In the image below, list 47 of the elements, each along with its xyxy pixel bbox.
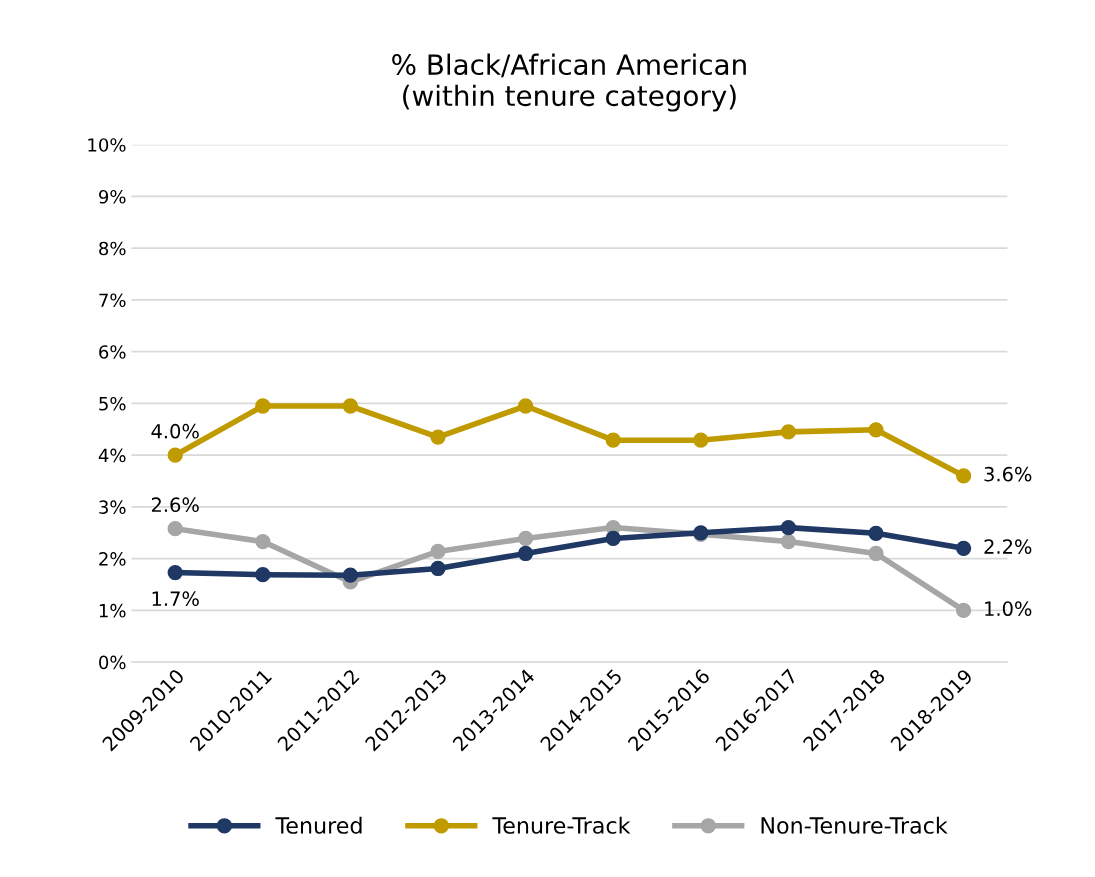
y-tick-label: 4% — [98, 448, 126, 463]
y-tick-label: 10% — [88, 138, 126, 152]
point — [255, 567, 271, 583]
point — [605, 530, 621, 547]
y-tick-label: 9% — [99, 189, 126, 204]
y-tick-label: 5% — [99, 396, 126, 411]
y-tick-label: 1% — [99, 603, 126, 618]
point — [167, 564, 183, 581]
point — [430, 543, 446, 560]
point — [167, 447, 183, 463]
point — [255, 398, 271, 414]
y-tick-label: 2% — [99, 552, 126, 566]
point — [780, 424, 797, 440]
legend-label: Non-Tenure-Track — [761, 816, 948, 834]
point — [780, 519, 797, 536]
point — [430, 560, 446, 577]
point — [167, 520, 183, 537]
legend-label: Tenured — [275, 816, 362, 834]
y-tick-label: 0% — [99, 655, 126, 670]
point — [342, 398, 359, 414]
point — [342, 567, 359, 583]
point — [955, 468, 972, 484]
point — [693, 432, 709, 448]
data-label: 1.0% — [985, 601, 1032, 617]
data-label: 2.6% — [151, 497, 199, 513]
data-label: 1.7% — [152, 591, 199, 607]
point — [955, 540, 972, 556]
point — [955, 602, 972, 619]
point — [780, 533, 797, 550]
y-tick-label: 6% — [99, 345, 126, 359]
point — [868, 545, 884, 562]
point — [868, 422, 884, 438]
legend-label: Tenure-Track — [492, 816, 631, 834]
y-tick-label: 7% — [99, 293, 126, 308]
point — [517, 530, 534, 547]
point — [517, 398, 534, 414]
point — [517, 545, 534, 562]
chart-title: % Black/African American (within tenure category) — [392, 53, 746, 112]
point — [430, 429, 446, 445]
point — [255, 533, 271, 550]
data-label: 3.6% — [984, 466, 1032, 482]
data-label: 2.2% — [984, 539, 1032, 554]
point — [868, 525, 884, 541]
y-tick-label: 3% — [99, 500, 126, 515]
y-tick-label: 8% — [99, 241, 126, 256]
point — [605, 432, 621, 448]
data-label: 4.0% — [151, 423, 199, 439]
